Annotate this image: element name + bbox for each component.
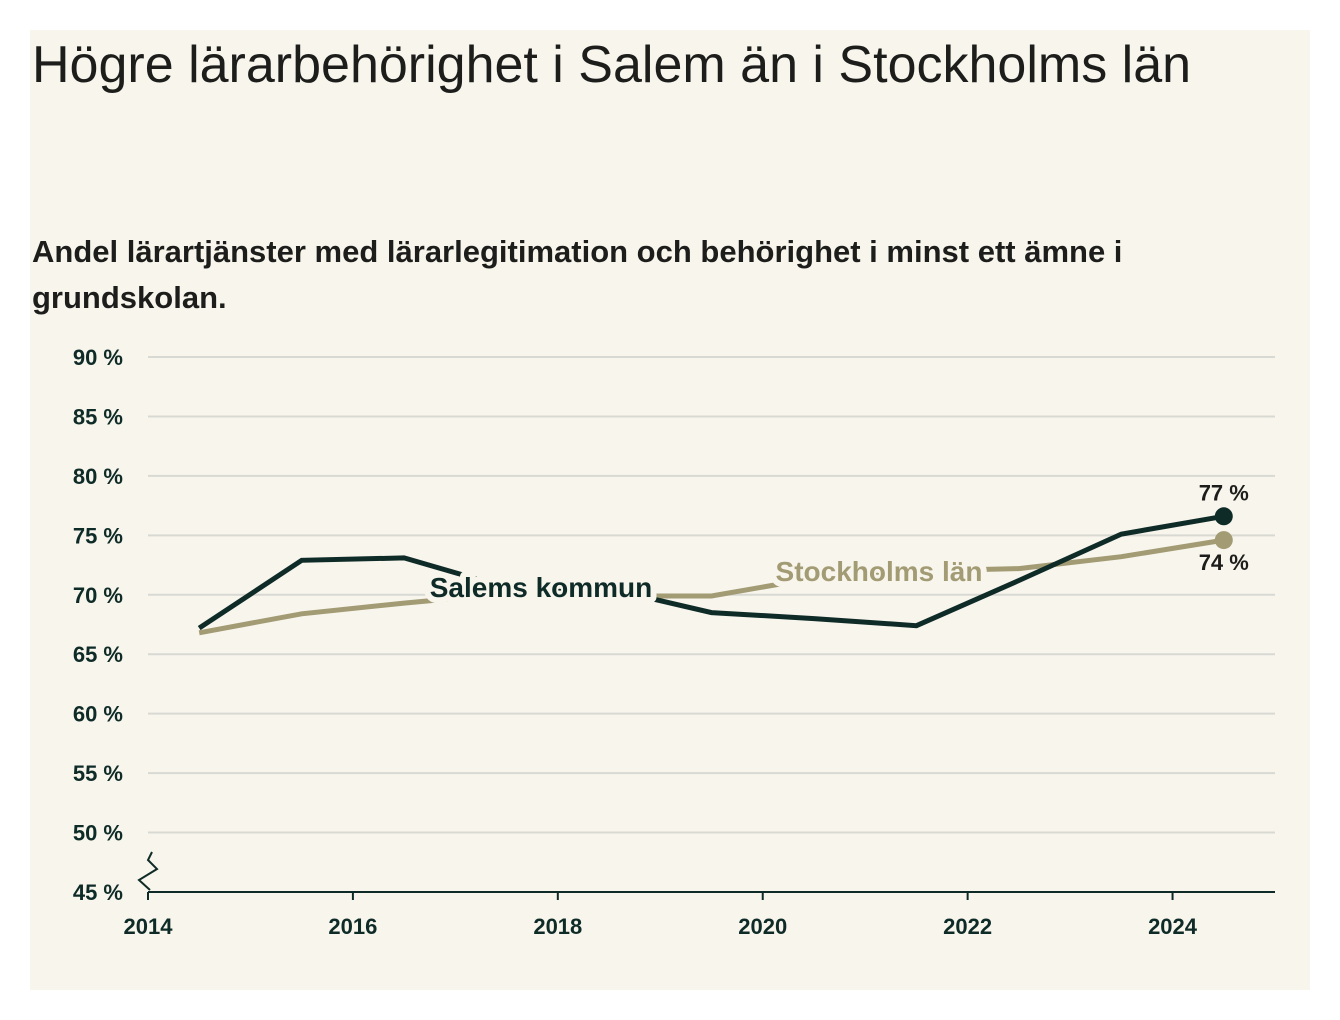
end-point-stockholm: [1214, 531, 1233, 550]
x-tick-label: 2016: [328, 914, 377, 939]
y-tick-label: 90 %: [73, 345, 123, 370]
x-tick-label: 2018: [533, 914, 582, 939]
series-label-salem-halo: Salems kommun: [430, 572, 653, 603]
x-tick-label: 2014: [124, 914, 174, 939]
series-label-stockholm: Stockholms län: [776, 556, 983, 587]
chart-card: [30, 30, 1310, 990]
end-point-salem: [1214, 507, 1233, 526]
y-tick-label: 60 %: [73, 702, 123, 727]
chart-title: Högre lärarbehörighet i Salem än i Stock…: [32, 36, 1192, 94]
x-tick-label: 2024: [1148, 914, 1198, 939]
end-label-stockholm: 74 %: [1199, 550, 1249, 575]
y-tick-label: 55 %: [73, 761, 123, 786]
series-line-salem: [197, 513, 1225, 631]
axes: 45 % 50 % 55 % 60 % 65 % 70 % 75 % 80 % 85 % 90 %…: [73, 345, 1275, 939]
series-label-salem: Salems kommun: [430, 572, 653, 603]
y-tick-label: 50 %: [73, 821, 123, 846]
series-lines: [197, 513, 1225, 636]
end-label-salem: 77 %: [1199, 480, 1249, 505]
x-tick-label: 2020: [738, 914, 787, 939]
series-label-stockholm-halo: Stockholms län: [776, 556, 983, 587]
y-tick-label: 80 %: [73, 464, 123, 489]
y-tick-label: 85 %: [73, 404, 123, 429]
x-tick-label: 2022: [943, 914, 992, 939]
y-tick-label: 65 %: [73, 642, 123, 667]
chart-subtitle: Andel lärartjänster med lärarlegitimatio…: [32, 234, 1123, 315]
y-tick-label: 45 %: [73, 880, 123, 905]
axis-break-icon: [137, 851, 159, 891]
y-tick-label: 70 %: [73, 583, 123, 608]
series-line-stockholm: [198, 537, 1225, 636]
y-tick-label: 75 %: [73, 523, 123, 548]
